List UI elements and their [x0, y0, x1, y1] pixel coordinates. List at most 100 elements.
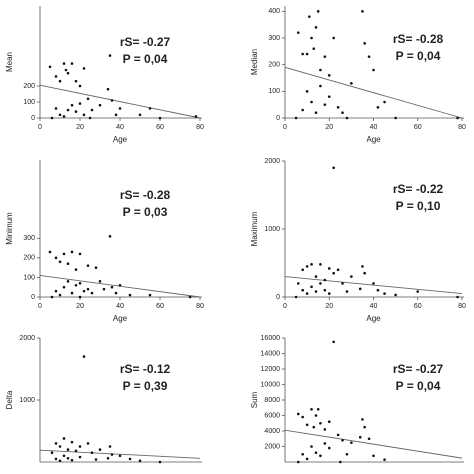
y-axis-label: Delta — [5, 390, 14, 409]
point — [310, 100, 313, 104]
point — [82, 113, 86, 117]
point — [70, 291, 74, 295]
point — [58, 459, 62, 463]
y-tick-label: 100 — [268, 88, 280, 95]
point — [82, 355, 86, 358]
point — [301, 268, 305, 272]
y-axis-label: Sum — [250, 391, 259, 408]
y-tick-label: 2000 — [264, 158, 280, 165]
point — [301, 288, 305, 292]
point — [188, 295, 192, 299]
point — [294, 116, 298, 120]
y-tick-label: 14000 — [261, 350, 281, 357]
point — [64, 68, 68, 72]
point — [314, 111, 318, 114]
point — [110, 99, 114, 102]
y-tick-label: 16000 — [261, 335, 281, 342]
x-tick-label: 80 — [196, 124, 204, 131]
point — [383, 458, 386, 461]
point — [336, 106, 340, 109]
point — [305, 52, 309, 56]
point — [301, 108, 305, 112]
point — [394, 293, 397, 297]
x-axis-label: Age — [113, 135, 128, 144]
point — [350, 82, 353, 85]
x-tick-label: 60 — [414, 124, 422, 131]
point — [78, 295, 82, 299]
x-tick-label: 0 — [38, 303, 42, 310]
point — [98, 103, 102, 107]
point — [323, 55, 327, 58]
point — [341, 111, 344, 114]
point — [312, 47, 316, 50]
point — [327, 267, 331, 270]
point — [94, 458, 98, 461]
point — [78, 282, 82, 285]
point — [138, 113, 142, 117]
point — [363, 42, 366, 45]
point — [98, 280, 102, 283]
x-tick-label: 20 — [325, 303, 333, 310]
fit-line — [284, 66, 463, 119]
x-tick-label: 0 — [38, 124, 42, 131]
point — [54, 457, 58, 461]
point — [310, 263, 313, 266]
point — [54, 107, 58, 110]
point — [82, 67, 86, 70]
point — [305, 90, 309, 93]
point — [336, 433, 340, 437]
annotation: rS= -0.27 — [393, 362, 444, 376]
point — [305, 423, 309, 427]
point — [312, 425, 316, 429]
annotation: rS= -0.28 — [120, 188, 171, 202]
y-tick-label: 8000 — [264, 397, 280, 404]
point — [394, 116, 397, 120]
fit-line — [284, 429, 463, 459]
point — [158, 460, 162, 464]
y-tick-label: 2000 — [264, 443, 280, 450]
point — [316, 408, 320, 411]
point — [316, 10, 320, 13]
point — [339, 460, 342, 464]
point — [108, 54, 112, 57]
point — [363, 271, 366, 275]
point — [102, 287, 106, 291]
point — [54, 442, 58, 445]
x-tick-label: 40 — [116, 124, 124, 131]
point — [128, 457, 132, 461]
x-tick-label: 0 — [283, 303, 287, 310]
point — [62, 252, 66, 256]
point — [128, 293, 132, 297]
point — [48, 65, 52, 69]
point — [70, 458, 74, 462]
annotation: P = 0,39 — [123, 379, 168, 393]
x-tick-label: 60 — [156, 124, 164, 131]
annotation: rS= -0.27 — [120, 35, 171, 49]
point — [70, 62, 74, 65]
annotation: rS= -0.28 — [393, 32, 444, 46]
point — [78, 252, 82, 256]
point — [296, 460, 300, 464]
point — [296, 31, 300, 34]
y-tick-label: 100 — [23, 99, 35, 106]
point — [90, 291, 94, 295]
point — [319, 68, 322, 72]
point — [66, 262, 70, 266]
point — [305, 265, 309, 268]
y-tick-label: 300 — [23, 235, 35, 242]
point — [327, 74, 331, 77]
point — [58, 260, 62, 264]
point — [66, 456, 70, 460]
point — [86, 97, 90, 101]
point — [86, 264, 90, 267]
y-tick-label: 200 — [23, 83, 35, 90]
point — [416, 290, 420, 293]
point — [358, 435, 362, 439]
point — [86, 287, 90, 291]
point — [301, 452, 305, 456]
point — [74, 110, 78, 113]
fit-line — [284, 276, 463, 295]
point — [332, 271, 335, 275]
point — [319, 84, 322, 88]
annotation: P = 0,04 — [396, 49, 441, 63]
